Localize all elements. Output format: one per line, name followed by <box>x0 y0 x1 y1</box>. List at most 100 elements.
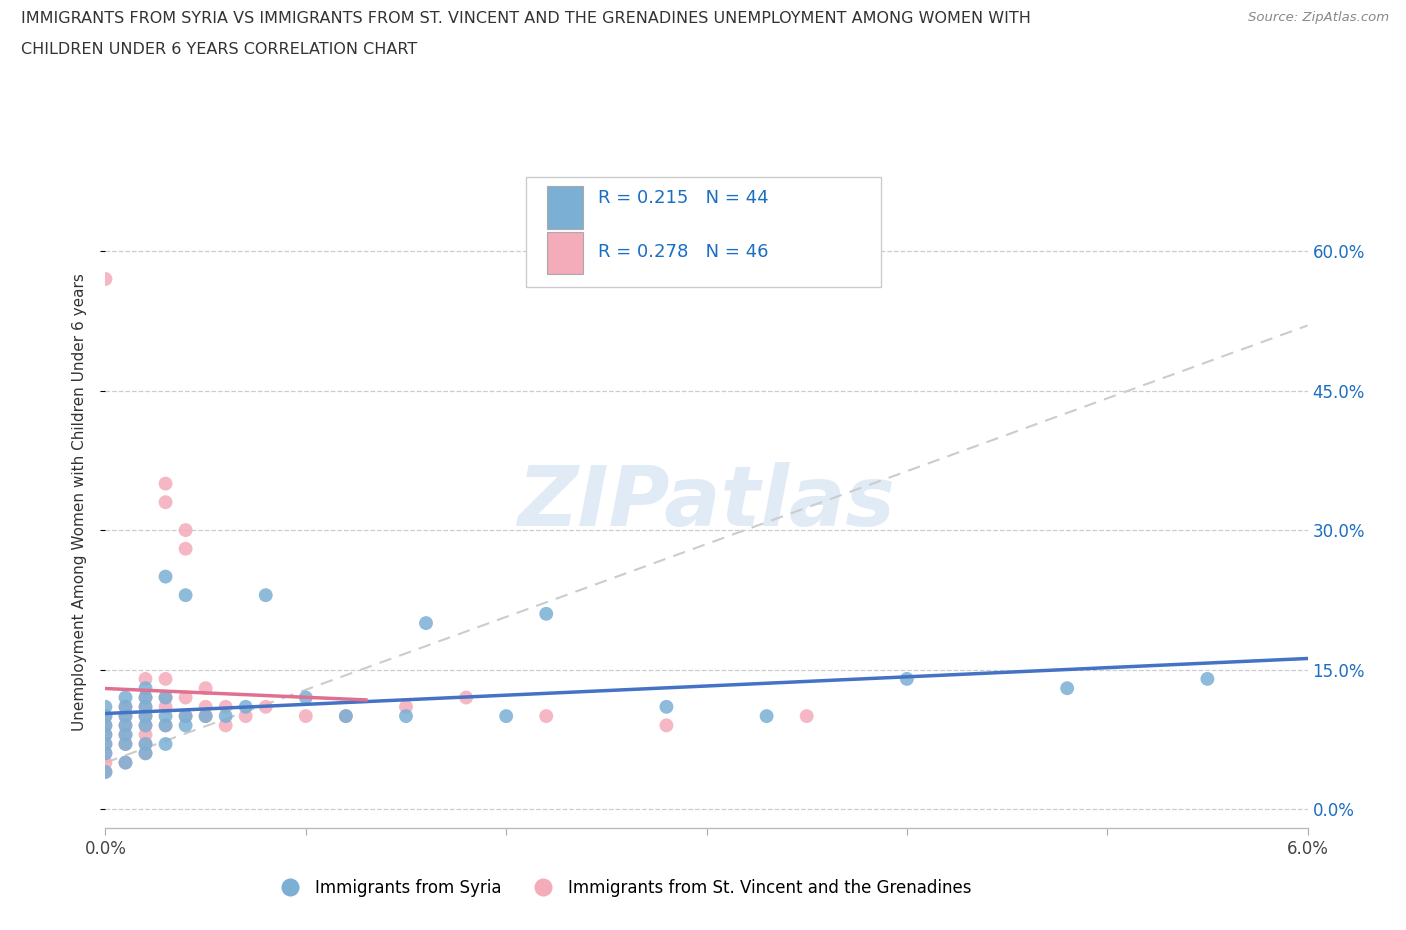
Point <box>254 588 277 603</box>
Point <box>155 690 177 705</box>
FancyBboxPatch shape <box>526 177 880 287</box>
Point <box>194 709 217 724</box>
Point <box>454 690 477 705</box>
Point <box>174 588 197 603</box>
Point <box>534 709 557 724</box>
Text: R = 0.278   N = 46: R = 0.278 N = 46 <box>599 243 769 260</box>
Point <box>135 690 157 705</box>
Point <box>114 690 136 705</box>
Point <box>94 727 117 742</box>
Point <box>94 764 117 779</box>
Point <box>114 709 136 724</box>
Point <box>295 709 318 724</box>
Point <box>495 709 517 724</box>
Point <box>135 737 157 751</box>
Point <box>114 737 136 751</box>
Point <box>135 681 157 696</box>
Point <box>655 699 678 714</box>
Point <box>155 718 177 733</box>
Point <box>896 671 918 686</box>
Point <box>135 746 157 761</box>
Point <box>755 709 778 724</box>
Point <box>135 699 157 714</box>
Point <box>415 616 437 631</box>
Point <box>155 690 177 705</box>
Y-axis label: Unemployment Among Women with Children Under 6 years: Unemployment Among Women with Children U… <box>72 273 87 731</box>
Point <box>335 709 357 724</box>
Point <box>114 755 136 770</box>
Point <box>155 569 177 584</box>
Point <box>194 681 217 696</box>
Point <box>174 718 197 733</box>
Point <box>295 690 318 705</box>
Point <box>214 718 236 733</box>
Point <box>174 709 197 724</box>
Legend: Immigrants from Syria, Immigrants from St. Vincent and the Grenadines: Immigrants from Syria, Immigrants from S… <box>267 872 979 904</box>
FancyBboxPatch shape <box>547 187 582 229</box>
Point <box>135 718 157 733</box>
Point <box>94 737 117 751</box>
Point <box>155 476 177 491</box>
Point <box>214 709 236 724</box>
Point <box>395 699 418 714</box>
Text: CHILDREN UNDER 6 YEARS CORRELATION CHART: CHILDREN UNDER 6 YEARS CORRELATION CHART <box>21 42 418 57</box>
Point <box>655 718 678 733</box>
Point <box>114 737 136 751</box>
Point <box>796 709 818 724</box>
Text: IMMIGRANTS FROM SYRIA VS IMMIGRANTS FROM ST. VINCENT AND THE GRENADINES UNEMPLOY: IMMIGRANTS FROM SYRIA VS IMMIGRANTS FROM… <box>21 11 1031 26</box>
Point <box>135 727 157 742</box>
Point <box>155 709 177 724</box>
Point <box>155 671 177 686</box>
Point <box>114 699 136 714</box>
Point <box>135 709 157 724</box>
Point <box>135 746 157 761</box>
Point <box>94 764 117 779</box>
Point <box>174 541 197 556</box>
Point <box>155 699 177 714</box>
Point <box>114 718 136 733</box>
Point <box>114 755 136 770</box>
Point <box>194 709 217 724</box>
Point <box>174 709 197 724</box>
Point <box>395 709 418 724</box>
Point <box>94 746 117 761</box>
Point <box>135 709 157 724</box>
Point <box>155 737 177 751</box>
Point <box>1197 671 1219 686</box>
Point <box>135 699 157 714</box>
Point <box>135 718 157 733</box>
Point <box>94 727 117 742</box>
Point <box>94 737 117 751</box>
Point <box>235 709 257 724</box>
Point <box>114 727 136 742</box>
Point <box>94 699 117 714</box>
Point <box>135 671 157 686</box>
Point <box>335 709 357 724</box>
Point <box>114 699 136 714</box>
Point <box>94 709 117 724</box>
Point <box>135 690 157 705</box>
Point <box>1056 681 1078 696</box>
Point <box>155 495 177 510</box>
Point <box>94 718 117 733</box>
Point <box>174 690 197 705</box>
Point <box>235 699 257 714</box>
Point <box>534 606 557 621</box>
Point <box>254 699 277 714</box>
Text: Source: ZipAtlas.com: Source: ZipAtlas.com <box>1249 11 1389 24</box>
Point <box>135 737 157 751</box>
Point <box>94 709 117 724</box>
Point <box>114 709 136 724</box>
Point <box>114 727 136 742</box>
Point <box>94 272 117 286</box>
Point <box>94 718 117 733</box>
Point <box>94 746 117 761</box>
Text: R = 0.215   N = 44: R = 0.215 N = 44 <box>599 189 769 207</box>
Text: ZIPatlas: ZIPatlas <box>517 461 896 543</box>
Point <box>155 718 177 733</box>
Point <box>114 718 136 733</box>
Point <box>214 699 236 714</box>
Point <box>194 699 217 714</box>
FancyBboxPatch shape <box>547 232 582 274</box>
Point <box>94 755 117 770</box>
